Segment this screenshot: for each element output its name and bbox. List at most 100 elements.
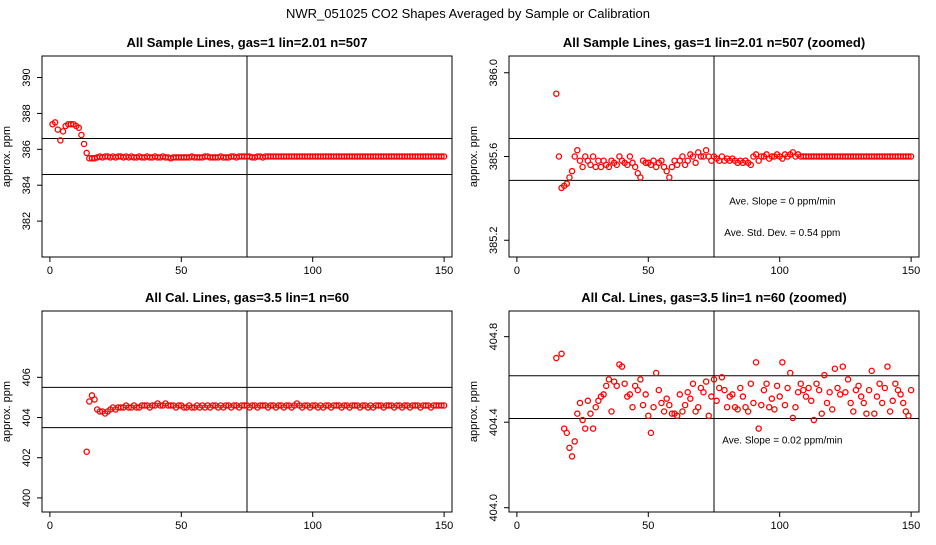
y-tick-label: 385.2 [488, 226, 500, 254]
data-point [884, 363, 891, 370]
data-point [75, 124, 83, 132]
data-point [624, 161, 631, 169]
data-point [568, 453, 576, 460]
data-point [385, 402, 393, 409]
data-point [637, 376, 644, 383]
chart-title: All Cal. Lines, gas=3.5 lin=1 n=60 (zoom… [581, 290, 847, 305]
data-point [684, 389, 691, 396]
data-point [831, 365, 839, 372]
data-point [259, 402, 267, 409]
data-point [149, 402, 156, 409]
data-point [729, 391, 736, 398]
x-tick-label: 100 [771, 520, 789, 532]
data-point [855, 382, 862, 390]
data-point [786, 369, 794, 377]
data-point [605, 376, 613, 383]
data-point [857, 393, 865, 400]
y-axis-label: approx. ppm [468, 126, 480, 187]
data-point [792, 403, 799, 411]
data-point [768, 153, 776, 160]
data-point [708, 393, 715, 400]
data-point [663, 167, 670, 175]
data-point [639, 401, 647, 409]
data-point [438, 402, 445, 409]
data-point [175, 402, 182, 409]
annotation: Ave. Std. Dev. = 0.54 ppm [724, 228, 840, 239]
data-point [141, 402, 148, 409]
data-point [905, 412, 912, 420]
data-point [645, 412, 652, 420]
data-point [655, 386, 663, 394]
data-point [637, 174, 644, 181]
data-point [760, 386, 768, 394]
data-point [553, 90, 560, 97]
data-point [666, 174, 673, 181]
data-point [401, 402, 408, 409]
data-point [666, 401, 673, 409]
data-point [576, 399, 584, 407]
data-point [631, 163, 639, 171]
annotation: Ave. Slope = 0 ppm/min [729, 197, 835, 208]
y-axis-label: approx. ppm [1, 126, 13, 187]
data-point [818, 410, 826, 417]
data-point [626, 153, 634, 160]
data-point [80, 140, 88, 148]
data-point [359, 402, 366, 409]
data-point [781, 401, 789, 409]
data-point [771, 406, 778, 413]
data-point [734, 406, 741, 413]
data-point [737, 384, 744, 392]
data-point [592, 163, 599, 171]
data-point [440, 402, 448, 409]
y-tick-label: 384 [21, 176, 33, 194]
x-tick-label: 100 [771, 265, 789, 277]
data-point [881, 384, 889, 392]
data-point [713, 397, 720, 405]
data-point [687, 395, 694, 402]
y-tick-label: 382 [21, 212, 33, 230]
data-point [180, 404, 188, 411]
y-tick-label: 388 [21, 104, 33, 122]
data-point [563, 180, 571, 187]
data-point [721, 386, 728, 394]
data-point [650, 403, 657, 411]
data-point [602, 382, 610, 390]
y-axis-label: approx. ppm [1, 381, 13, 442]
data-point [579, 163, 586, 171]
data-point [836, 391, 844, 398]
data-point [692, 159, 699, 167]
data-point [555, 153, 563, 160]
data-point [566, 444, 573, 452]
data-point [871, 410, 878, 417]
data-point [800, 386, 807, 394]
data-point [681, 401, 689, 409]
data-point [267, 402, 274, 409]
data-point [647, 429, 655, 437]
data-point [739, 393, 747, 400]
data-point [755, 425, 762, 432]
data-point [889, 397, 896, 405]
data-point [83, 448, 90, 455]
data-point [705, 412, 712, 420]
data-point [600, 391, 607, 398]
data-point [676, 391, 684, 398]
data-point [230, 402, 238, 409]
data-point [574, 410, 581, 417]
data-point [117, 404, 125, 411]
data-point [823, 399, 831, 407]
data-point [907, 153, 915, 160]
data-point [351, 402, 359, 409]
data-point [581, 425, 589, 432]
data-point [821, 371, 828, 379]
data-point [54, 126, 62, 133]
data-point [789, 414, 797, 422]
data-point [668, 410, 676, 417]
data-point [658, 157, 665, 164]
data-point [587, 161, 594, 169]
data-point [650, 157, 657, 164]
x-tick-label: 0 [514, 520, 520, 532]
data-point [892, 380, 899, 387]
data-point [876, 380, 883, 387]
x-tick-label: 50 [642, 265, 654, 277]
chart-panel-4: All Cal. Lines, gas=3.5 lin=1 n=60 (zoom… [468, 290, 920, 532]
